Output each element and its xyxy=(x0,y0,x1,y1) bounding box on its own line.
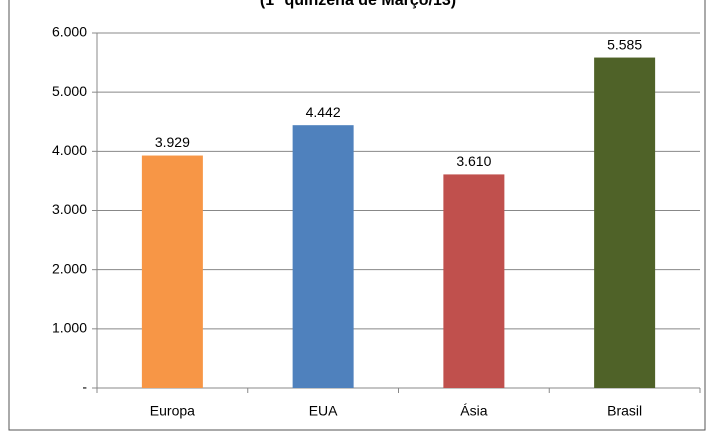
chart-title: (1ª quinzena de Março/13) xyxy=(260,0,456,9)
y-tick-label: 5.000 xyxy=(52,83,87,99)
x-tick-label: Europa xyxy=(150,403,195,419)
data-label: 3.929 xyxy=(155,134,190,150)
y-tick-label: 6.000 xyxy=(52,24,87,40)
bar xyxy=(292,125,354,388)
x-tick-label: EUA xyxy=(309,403,338,419)
bar xyxy=(443,174,505,388)
chart-border xyxy=(8,0,706,431)
data-label: 5.585 xyxy=(607,36,642,52)
y-tick-label: 4.000 xyxy=(52,142,87,158)
x-tick-label: Ásia xyxy=(460,403,487,419)
bar xyxy=(141,155,203,388)
y-tick-label: - xyxy=(82,379,87,395)
y-tick-label: 2.000 xyxy=(52,260,87,276)
x-tick-label: Brasil xyxy=(607,403,642,419)
y-tick-label: 1.000 xyxy=(52,320,87,336)
y-tick-label: 3.000 xyxy=(52,201,87,217)
bar xyxy=(594,57,656,388)
data-label: 4.442 xyxy=(306,104,341,120)
data-label: 3.610 xyxy=(456,153,491,169)
